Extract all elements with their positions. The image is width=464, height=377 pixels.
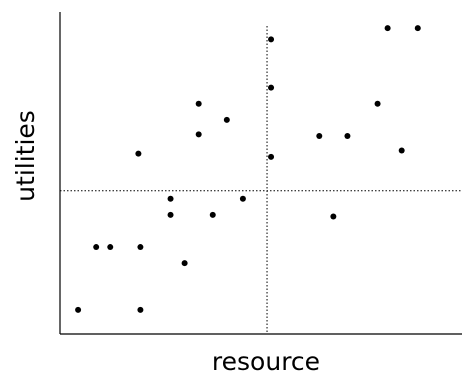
data-point-15	[268, 36, 275, 43]
data-point-16	[268, 84, 275, 91]
data-point-13	[223, 116, 230, 123]
data-point-17	[268, 153, 275, 160]
x-axis-title: resource	[212, 347, 320, 376]
data-point-11	[195, 131, 202, 138]
data-point-24	[414, 25, 421, 32]
data-point-21	[374, 100, 381, 107]
data-point-12	[209, 211, 216, 218]
data-point-9	[181, 260, 188, 267]
data-point-7	[167, 195, 174, 202]
data-point-2	[93, 244, 100, 251]
data-point-19	[330, 213, 337, 220]
data-point-23	[398, 147, 405, 154]
data-point-6	[137, 306, 144, 313]
data-point-1	[75, 306, 82, 313]
data-point-5	[137, 244, 144, 251]
data-point-4	[135, 150, 142, 157]
data-point-20	[344, 132, 351, 139]
data-point-18	[316, 132, 323, 139]
data-points	[75, 25, 421, 313]
data-point-22	[384, 25, 391, 32]
data-point-3	[107, 244, 114, 251]
y-axis-title: utilities	[11, 110, 40, 202]
data-point-8	[167, 211, 174, 218]
data-point-10	[195, 100, 202, 107]
data-point-14	[239, 195, 246, 202]
